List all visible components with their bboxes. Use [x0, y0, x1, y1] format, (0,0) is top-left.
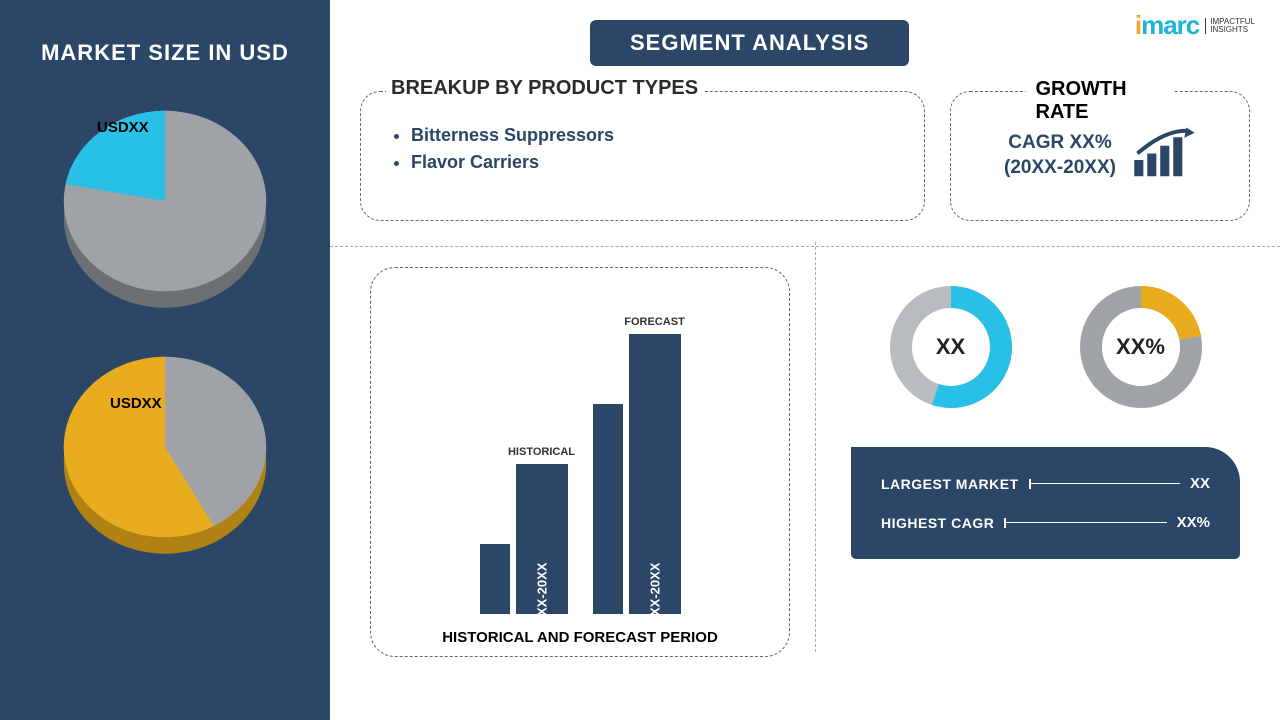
stat-label: HIGHEST CAGR [881, 515, 994, 531]
breakup-box: BREAKUP BY PRODUCT TYPES Bitterness Supp… [360, 91, 925, 221]
bar: HISTORICAL20XX-20XX [516, 464, 568, 614]
stat-value: XX [1190, 475, 1210, 492]
breakup-title: BREAKUP BY PRODUCT TYPES [386, 77, 703, 100]
pie-current: USDXX [55, 91, 275, 241]
page-title: SEGMENT ANALYSIS [590, 20, 909, 66]
bar [593, 404, 623, 614]
bar-group: HISTORICAL20XX-20XX [480, 464, 568, 614]
pie-forecast-label: USDXX [110, 395, 162, 412]
bar-top-label: HISTORICAL [508, 446, 575, 458]
sidebar-market-size: MARKET SIZE IN USD USDXX CURRENT USDXX F… [0, 0, 330, 720]
logo-brand: iimarcmarc [1135, 10, 1199, 41]
donut: XX [881, 277, 1021, 417]
growth-title: GROWTH RATE [1026, 78, 1175, 124]
stat-row: HIGHEST CAGR XX% [881, 514, 1210, 531]
main-content: iimarcmarc IMPACTFULINSIGHTS SEGMENT ANA… [330, 0, 1280, 720]
stat-line [1004, 522, 1166, 524]
donut-center: XX [881, 277, 1021, 417]
logo: iimarcmarc IMPACTFULINSIGHTS [1135, 10, 1255, 41]
stat-value: XX% [1177, 514, 1210, 531]
pie-forecast: USDXX [55, 337, 275, 487]
historical-box: HISTORICAL20XX-20XXFORECAST20XX-20XX HIS… [370, 267, 790, 657]
bar: FORECAST20XX-20XX [629, 334, 681, 614]
bar-period-label: 20XX-20XX [647, 563, 662, 631]
bar-period-label: 20XX-20XX [534, 563, 549, 631]
cagr-text: CAGR XX%(20XX-20XX) [1004, 131, 1116, 180]
historical-chart: HISTORICAL20XX-20XX FORECAST20XX-20XX [386, 288, 774, 619]
breakup-item: Flavor Carriers [411, 149, 899, 176]
stats-box: LARGEST MARKET XX HIGHEST CAGR XX% [851, 447, 1240, 559]
stat-label: LARGEST MARKET [881, 476, 1019, 492]
donut: XX% [1071, 277, 1211, 417]
logo-tagline: IMPACTFULINSIGHTS [1205, 18, 1255, 34]
sidebar-title: MARKET SIZE IN USD [41, 40, 289, 66]
bar [480, 544, 510, 614]
stat-line [1029, 483, 1180, 485]
pie-current-label: USDXX [97, 119, 149, 136]
bar-group: FORECAST20XX-20XX [593, 334, 681, 614]
donut-row: XX XX% [841, 277, 1250, 417]
historical-caption: HISTORICAL AND FORECAST PERIOD [442, 629, 718, 646]
breakup-list: Bitterness SuppressorsFlavor Carriers [386, 122, 899, 176]
bar-top-label: FORECAST [624, 316, 685, 328]
growth-box: GROWTH RATE CAGR XX%(20XX-20XX) [950, 91, 1250, 221]
stat-row: LARGEST MARKET XX [881, 475, 1210, 492]
growth-icon [1131, 126, 1196, 186]
breakup-item: Bitterness Suppressors [411, 122, 899, 149]
donut-center: XX% [1071, 277, 1211, 417]
